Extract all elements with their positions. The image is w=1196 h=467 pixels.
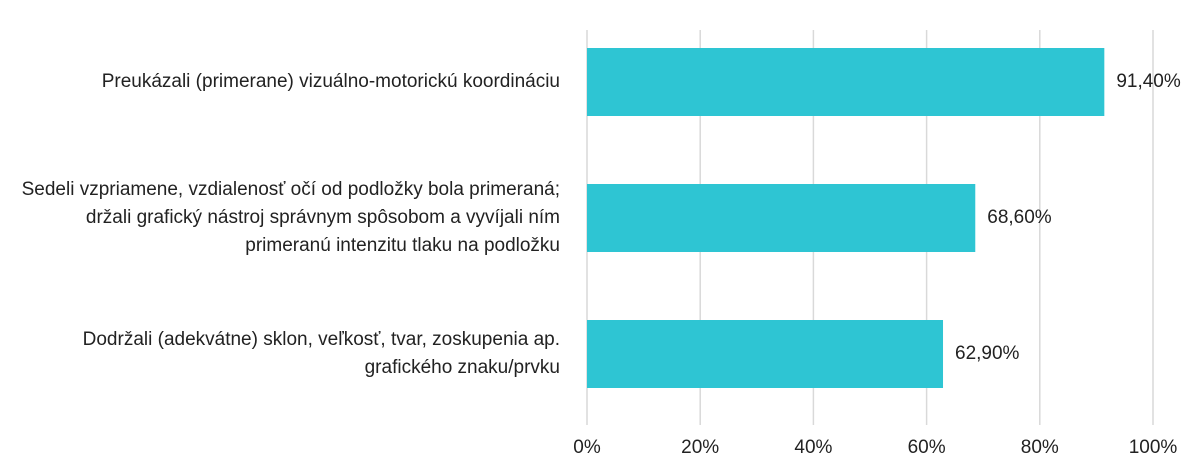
x-tick-label: 60% [908, 437, 946, 458]
bar [587, 184, 976, 252]
x-tick-label: 20% [681, 437, 719, 458]
category-label: Preukázali (primerane) vizuálno-motorick… [101, 71, 560, 92]
x-tick-label: 0% [573, 437, 601, 458]
x-tick-label: 100% [1129, 437, 1178, 458]
x-tick-label: 80% [1021, 437, 1059, 458]
bar [587, 48, 1105, 116]
value-label: 68,60% [987, 207, 1052, 228]
x-tick-label: 40% [794, 437, 832, 458]
value-label: 91,40% [1116, 71, 1181, 92]
category-label: Dodržali (adekvátne) sklon, veľkosť, tva… [82, 329, 560, 378]
category-label: Sedeli vzpriamene, vzdialenosť očí od po… [21, 179, 560, 256]
value-label: 62,90% [955, 343, 1020, 364]
bar [587, 320, 944, 388]
